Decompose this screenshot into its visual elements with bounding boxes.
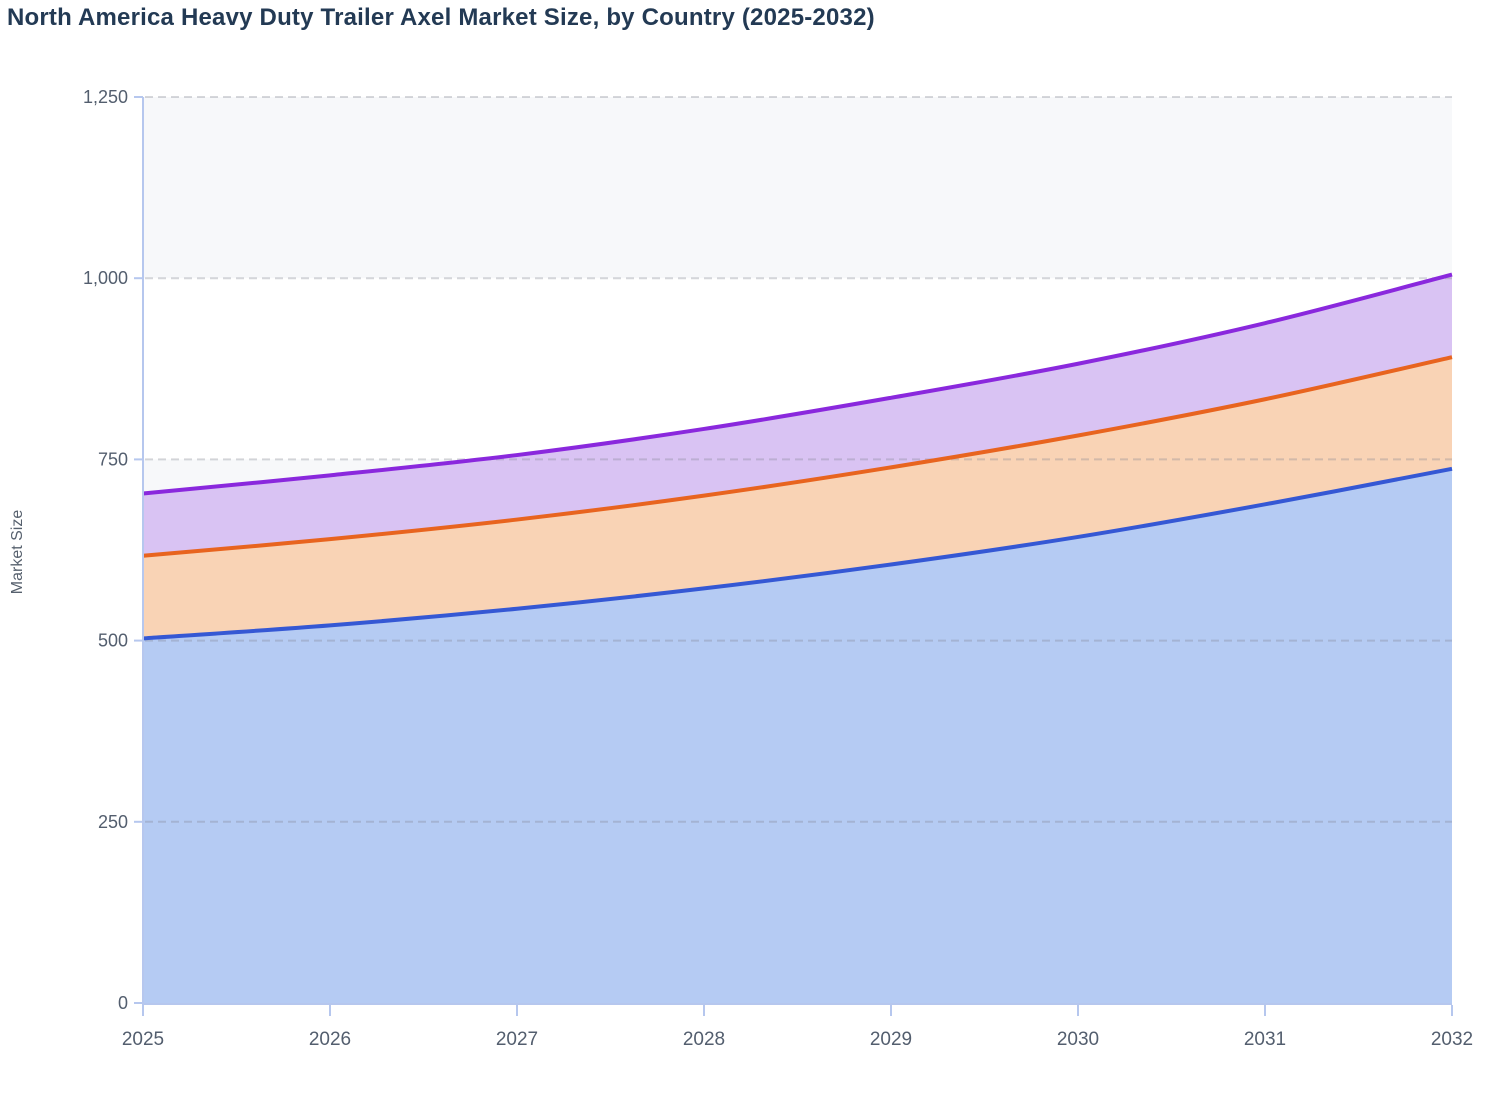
area-fills (143, 274, 1452, 1003)
line-series-3-purple (142, 272, 1453, 496)
line-series-1-blue (142, 466, 1453, 641)
y-tick-label-250: 250 (98, 812, 128, 832)
x-tick-label-2031: 2031 (1244, 1029, 1286, 1050)
series-lines (142, 272, 1453, 641)
y-tick-label-1250: 1,250 (83, 87, 128, 107)
area-series-1-blue (143, 468, 1452, 1003)
y-tick-label-0: 0 (118, 993, 128, 1013)
gridlines (145, 96, 1452, 823)
x-tick-label-2027: 2027 (496, 1029, 538, 1050)
x-tick-label-2028: 2028 (683, 1029, 725, 1050)
x-tick-label-2030: 2030 (1057, 1029, 1099, 1050)
axes (134, 96, 1453, 1016)
y-tick-label-1000: 1,000 (83, 268, 128, 288)
chart-title: North America Heavy Duty Trailer Axel Ma… (7, 4, 875, 31)
x-tick-label-2026: 2026 (309, 1029, 351, 1050)
x-tick-label-2029: 2029 (870, 1029, 912, 1050)
grid-band-1000-1250 (143, 97, 1452, 279)
y-axis-title: Market Size (9, 509, 26, 595)
x-tick-label-2025: 2025 (122, 1029, 164, 1050)
x-tick-label-2032: 2032 (1431, 1029, 1473, 1050)
axis-labels: 0 250 500 750 1,000 1,250 2025 2026 2027 2028 2029… (83, 87, 1473, 1050)
line-series-2-orange (142, 355, 1453, 558)
y-tick-label-500: 500 (98, 631, 128, 651)
y-tick-label-750: 750 (98, 449, 128, 469)
